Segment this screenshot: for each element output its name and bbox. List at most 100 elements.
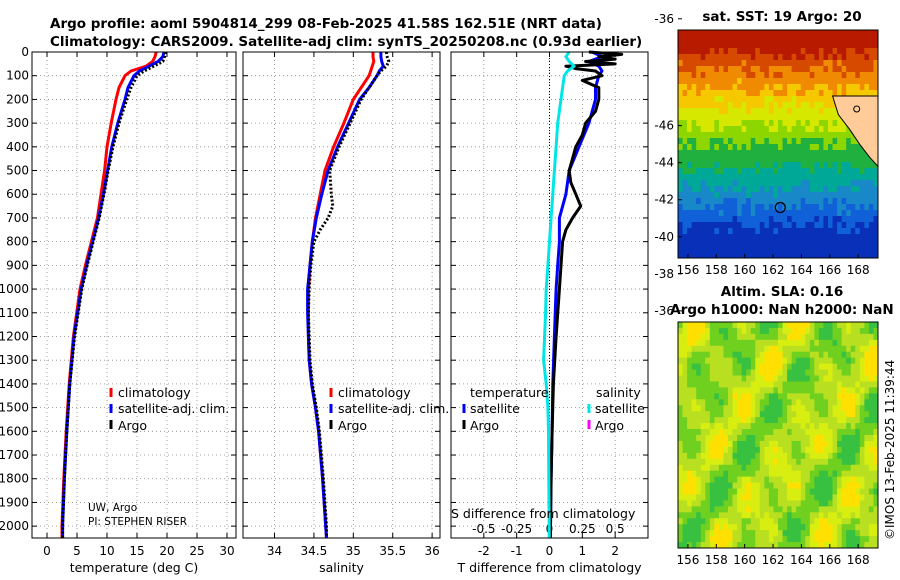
map-cell: [773, 393, 779, 400]
map-cell: [723, 375, 729, 382]
map-cell: [678, 42, 683, 49]
map-cell: [823, 186, 829, 193]
map-cell: [778, 500, 783, 507]
map-cell: [723, 102, 729, 109]
map-cell: [837, 536, 843, 543]
map-cell: [750, 102, 756, 109]
map-cell: [850, 530, 856, 537]
map-cell: [841, 429, 847, 436]
map-cell: [787, 369, 793, 376]
map-cell: [796, 78, 802, 85]
map-cell: [723, 363, 729, 370]
map-cell: [864, 84, 870, 91]
map-cell: [723, 150, 729, 157]
map-cell: [805, 126, 811, 133]
map-cell: [809, 246, 815, 253]
map-cell: [709, 399, 715, 406]
map-cell: [755, 345, 761, 353]
map-cell: [759, 240, 765, 247]
map-cell: [728, 322, 733, 329]
map-cell: [787, 132, 793, 139]
map-cell: [791, 411, 797, 418]
map-cell: [832, 387, 838, 394]
map-cell: [837, 435, 843, 442]
map-cell: [859, 411, 865, 418]
map-cell: [687, 90, 693, 97]
y-tick-label: 1800: [0, 472, 29, 486]
map-cell: [750, 84, 756, 91]
map-cell: [714, 174, 720, 181]
map-cell: [687, 530, 693, 537]
x-tick-label: 34.5: [301, 544, 328, 558]
map-cell: [700, 411, 706, 418]
map-cell: [796, 48, 802, 55]
map-cell: [846, 234, 852, 241]
map-cell: [773, 446, 779, 454]
map-cell: [818, 36, 824, 43]
map-cell: [800, 108, 806, 115]
map-cell: [746, 60, 752, 67]
map-cell: [782, 132, 788, 139]
map-cell: [823, 393, 829, 400]
map-cell: [709, 488, 715, 495]
map-cell: [832, 339, 838, 347]
map-cell: [755, 435, 761, 442]
map-cell: [728, 458, 733, 466]
map-cell: [709, 482, 715, 489]
map-cell: [809, 30, 815, 37]
map-cell: [768, 90, 774, 97]
map-cell: [755, 174, 761, 181]
map-cell: [787, 186, 793, 193]
map-cell: [678, 464, 683, 472]
map-cell: [814, 476, 820, 483]
map-cell: [709, 156, 715, 163]
map-cell: [846, 345, 852, 353]
map-cell: [841, 138, 847, 145]
map-cell: [741, 108, 747, 115]
map-cell: [755, 54, 761, 61]
map-cell: [768, 345, 774, 353]
map-cell: [805, 210, 811, 217]
map-cell: [755, 48, 761, 55]
map-cell: [868, 345, 874, 353]
map-cell: [737, 204, 743, 211]
map-cell: [718, 369, 724, 376]
map-cell: [723, 246, 729, 253]
map-cell: [846, 393, 852, 400]
map-cell: [755, 494, 761, 501]
map-cell: [791, 174, 797, 181]
map-cell: [823, 84, 829, 91]
map-cell: [732, 156, 738, 163]
map-cell: [746, 126, 752, 133]
map-cell: [705, 48, 711, 55]
map-cell: [696, 327, 702, 335]
map-cell: [778, 518, 783, 525]
map-cell: [696, 464, 702, 472]
map-cell: [791, 84, 797, 91]
map-cell: [805, 108, 811, 115]
map-cell: [873, 512, 879, 519]
map-cell: [841, 542, 847, 549]
y-tick-label: 200: [6, 92, 29, 106]
map-cell: [737, 66, 743, 73]
map-cell: [678, 500, 683, 507]
map-cell: [873, 381, 879, 388]
map-cell: [700, 417, 706, 424]
map-cell: [723, 435, 729, 442]
map-cell: [841, 66, 847, 73]
map-cell: [828, 494, 833, 501]
map-cell: [791, 375, 797, 382]
map-cell: [759, 440, 765, 448]
map-cell: [864, 186, 870, 193]
map-cell: [682, 512, 688, 519]
map-cell: [796, 530, 802, 537]
map-cell: [828, 452, 833, 460]
map-cell: [841, 216, 847, 223]
map-cell: [718, 240, 724, 247]
map-cell: [768, 132, 774, 139]
map-cell: [764, 114, 770, 121]
y-tick-label: 300: [6, 116, 29, 130]
map-cell: [841, 506, 847, 513]
map-cell: [678, 192, 683, 199]
map-cell: [773, 458, 779, 466]
